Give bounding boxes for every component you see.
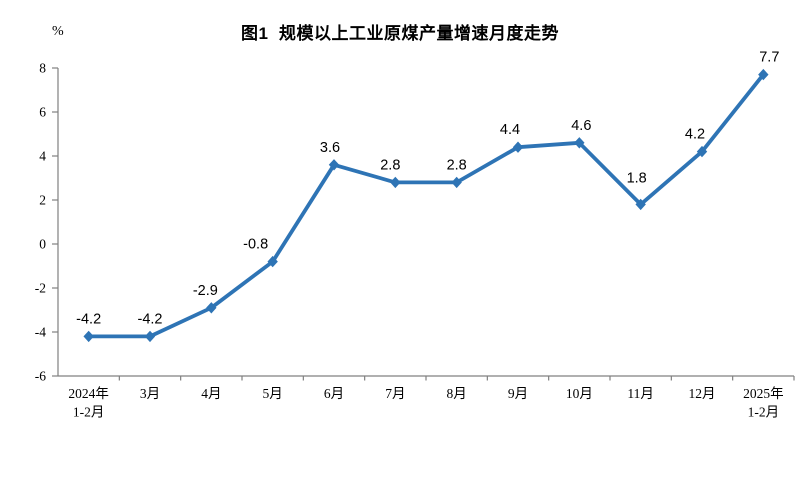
y-axis-tick-label: -2 (35, 281, 46, 296)
data-point-label: -4.2 (138, 311, 163, 327)
x-axis-category-label: 4月 (201, 386, 221, 401)
x-axis-category-label: 8月 (447, 386, 467, 401)
data-point-marker (758, 68, 769, 81)
data-point-label: -2.9 (193, 283, 218, 299)
data-point-marker (144, 330, 156, 343)
y-axis-tick-label: 0 (39, 237, 46, 252)
data-point-marker (512, 141, 524, 153)
data-point-label: 4.4 (500, 122, 520, 138)
data-point-marker (83, 330, 94, 343)
data-point-marker (696, 145, 708, 158)
x-axis-category-label: 2024年 (68, 386, 109, 401)
x-axis-category-label: 7月 (385, 386, 405, 401)
x-axis-category-label: 1-2月 (73, 405, 105, 420)
data-point-label: 4.2 (685, 127, 705, 143)
x-axis-category-label: 12月 (689, 386, 716, 401)
data-point-label: -4.2 (76, 311, 101, 327)
x-axis-category-label: 10月 (566, 386, 593, 401)
y-axis-tick-label: 8 (39, 61, 46, 76)
data-point-label: 2.8 (380, 157, 400, 173)
data-point-marker (451, 176, 462, 189)
data-point-label: 4.6 (571, 118, 591, 134)
x-axis-category-label: 11月 (627, 386, 654, 401)
data-point-marker (206, 302, 217, 314)
data-point-marker (390, 176, 401, 189)
data-point-label: 2.8 (447, 157, 467, 173)
data-point-label: -0.8 (243, 237, 268, 253)
x-axis-category-label: 6月 (324, 386, 344, 401)
x-axis-category-label: 9月 (508, 386, 528, 401)
y-axis-tick-label: 4 (39, 149, 46, 164)
data-point-label: 3.6 (320, 140, 340, 156)
y-axis-unit-label: % (52, 24, 64, 39)
y-axis-tick-label: 6 (39, 105, 46, 120)
y-axis-tick-label: -4 (35, 325, 46, 340)
data-point-marker (635, 198, 646, 211)
series-line (86, 72, 766, 339)
data-point-label: 7.7 (759, 50, 779, 66)
chart-title: 图1 规模以上工业原煤产量增速月度走势 (241, 24, 559, 43)
data-point-marker (267, 255, 278, 268)
x-axis-category-label: 5月 (263, 386, 283, 401)
y-axis-tick-label: 2 (39, 193, 46, 208)
y-axis-tick-label: -6 (35, 369, 46, 384)
x-axis-category-label: 3月 (140, 386, 160, 401)
data-point-marker (574, 137, 585, 149)
data-point-label: 1.8 (627, 170, 647, 186)
x-axis-category-label: 2025年 (743, 386, 784, 401)
data-point-marker (328, 159, 340, 171)
x-axis-category-label: 1-2月 (748, 405, 780, 420)
